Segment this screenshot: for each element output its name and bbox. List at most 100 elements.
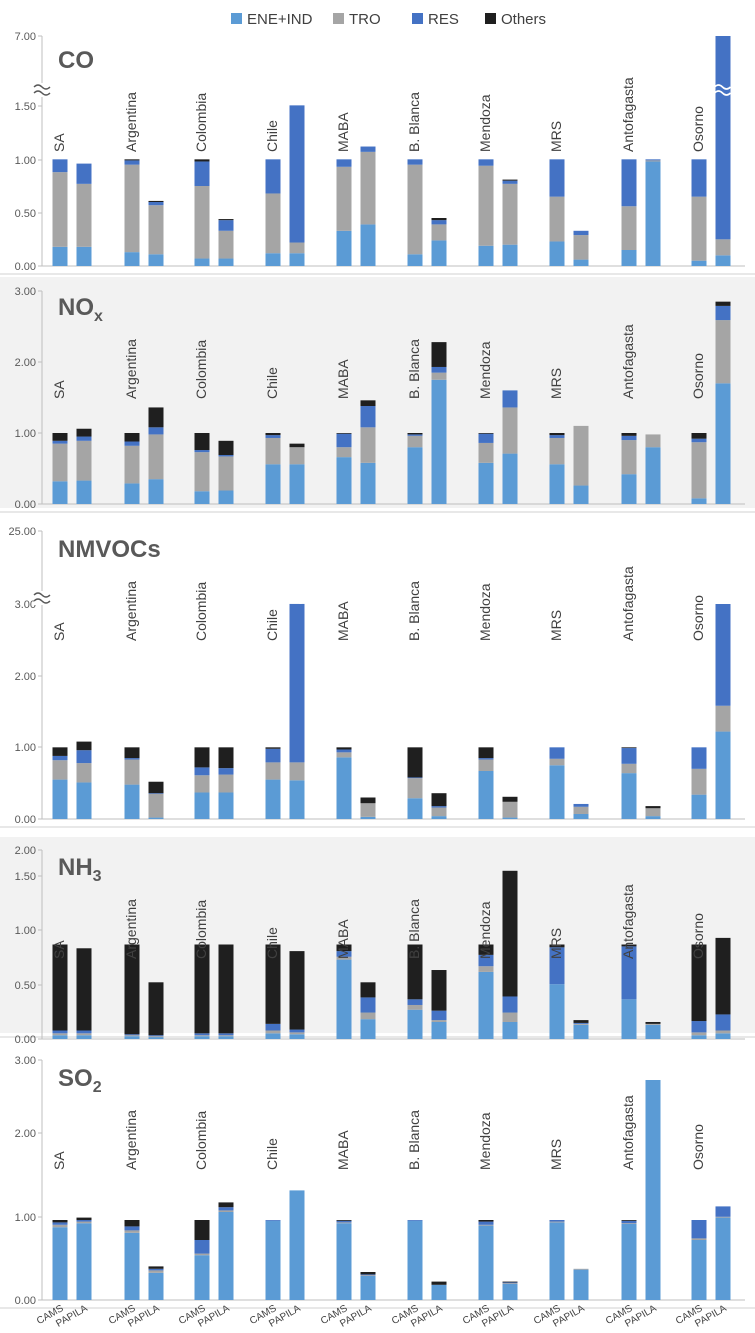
- category-label: Chile: [264, 367, 280, 399]
- bar-cams-sa-res: [52, 1030, 68, 1034]
- bar-cams-argentina-tro: [124, 164, 140, 253]
- y-tick-label: 0.50: [15, 208, 36, 220]
- bar-cams-argentina-eneind: [124, 784, 140, 819]
- bar-papila-osorno-eneind: [715, 383, 731, 504]
- bar-papila-maba-res: [360, 406, 376, 428]
- category-label: Antofagasta: [620, 324, 636, 399]
- y-tick-label: 0.50: [15, 980, 36, 992]
- bar-cams-chile-others: [265, 747, 281, 749]
- bar-cams-colombia-res: [194, 1240, 210, 1254]
- legend-swatch-0: [231, 13, 242, 24]
- y-tick-label: 1.00: [15, 1212, 36, 1224]
- bar-cams-chile-eneind: [265, 779, 281, 819]
- bar-cams-antofagasta-res: [621, 1220, 637, 1224]
- bar-cams-bblanca-res: [407, 434, 423, 436]
- bar-cams-sa-eneind: [52, 246, 68, 266]
- category-label: Antofagasta: [620, 77, 636, 152]
- bar-cams-colombia-others: [194, 944, 210, 1034]
- bar-cams-mendoza-res: [478, 758, 494, 760]
- bar-papila-chile-eneind: [289, 464, 305, 504]
- bar-cams-mrs-eneind: [549, 765, 565, 819]
- bar-cams-osorno-tro: [691, 1032, 707, 1036]
- legend-label-1: TRO: [349, 11, 381, 28]
- bar-cams-chile-res: [265, 435, 281, 438]
- bar-cams-chile-res: [265, 748, 281, 763]
- bar-break-squiggle: [287, 592, 306, 604]
- bar-cams-bblanca-tro: [407, 164, 423, 255]
- bar-papila-mendoza-res: [502, 180, 518, 184]
- y-tick-label: 2.00: [15, 357, 36, 369]
- panel-nmvocs: 0.00 1.00 2.00 3.00 25.00 NMVOCs SA Argentina Co…: [0, 526, 755, 828]
- bar-papila-sa-eneind: [76, 1035, 92, 1039]
- category-label: SA: [51, 940, 67, 959]
- category-label: Antofagasta: [620, 1095, 636, 1170]
- y-tick-label: 7.00: [15, 31, 36, 43]
- bar-papila-colombia-res: [218, 455, 234, 457]
- bar-cams-colombia-eneind: [194, 491, 210, 504]
- category-label: Colombia: [193, 900, 209, 959]
- bar-papila-argentina-res: [148, 1268, 164, 1271]
- bar-cams-chile-res: [265, 1220, 281, 1221]
- bar-break-squiggle: [287, 84, 306, 96]
- bar-papila-osorno-eneind: [715, 1033, 731, 1039]
- bar-cams-antofagasta-res: [621, 946, 637, 1000]
- panel-title: NMVOCs: [58, 536, 161, 563]
- bar-cams-sa-others: [52, 944, 68, 1031]
- bar-cams-osorno-res: [691, 1021, 707, 1033]
- bar-papila-bblanca-others: [431, 342, 447, 367]
- bar-papila-maba-tro: [360, 1012, 376, 1020]
- bar-papila-antofagasta-tro: [645, 434, 661, 448]
- panel-title-subscript: x: [94, 308, 103, 325]
- bar-cams-argentina-eneind: [124, 252, 140, 266]
- category-label: Mendoza: [477, 341, 493, 399]
- bar-papila-mendoza-eneind: [502, 817, 518, 819]
- bar-papila-chile-res: [289, 603, 305, 763]
- bar-cams-colombia-eneind: [194, 792, 210, 819]
- y-tick-label: 0.00: [15, 1034, 36, 1046]
- panel-title-subscript: 2: [93, 1079, 102, 1096]
- bar-cams-maba-others: [336, 944, 352, 952]
- bar-cams-colombia-res: [194, 767, 210, 776]
- bar-cams-antofagasta-others: [621, 747, 637, 749]
- bar-cams-antofagasta-others: [621, 433, 637, 436]
- bar-papila-maba-eneind: [360, 462, 376, 504]
- bar-cams-maba-tro: [336, 1222, 352, 1224]
- legend-swatch-2: [412, 13, 423, 24]
- bar-cams-bblanca-others: [407, 747, 423, 778]
- bar-cams-mendoza-eneind: [478, 462, 494, 504]
- bar-papila-mendoza-tro: [502, 1012, 518, 1022]
- bar-cams-sa-tro: [52, 1224, 68, 1228]
- category-label: SA: [51, 1151, 67, 1170]
- panel-title: SO2: [58, 1065, 102, 1096]
- y-tick-label: 2.00: [15, 1128, 36, 1140]
- bar-cams-bblanca-eneind: [407, 798, 423, 819]
- bar-papila-osorno-tro: [715, 1030, 731, 1034]
- category-label: Osorno: [690, 353, 706, 399]
- bar-papila-sa-tro: [76, 440, 92, 481]
- bar-papila-mrs-tro: [573, 1268, 589, 1270]
- bar-cams-bblanca-tro: [407, 778, 423, 799]
- bar-cams-argentina-others: [124, 747, 140, 759]
- bar-papila-maba-res: [360, 997, 376, 1013]
- bar-papila-colombia-tro: [218, 230, 234, 259]
- bar-cams-colombia-tro: [194, 452, 210, 492]
- bar-papila-argentina-tro: [148, 205, 164, 255]
- category-label: B. Blanca: [406, 899, 422, 959]
- bar-papila-mendoza-eneind: [502, 1284, 518, 1300]
- bar-cams-antofagasta-eneind: [621, 999, 637, 1039]
- category-label: Osorno: [690, 595, 706, 641]
- category-label: SA: [51, 380, 67, 399]
- bar-papila-bblanca-res: [431, 220, 447, 225]
- bar-cams-argentina-others: [124, 1220, 140, 1227]
- bar-cams-bblanca-res: [407, 1220, 423, 1221]
- y-tick-label: 2.00: [15, 671, 36, 683]
- y-tick-label: 1.00: [15, 742, 36, 754]
- bar-papila-antofagasta-tro: [645, 160, 661, 162]
- category-label: Antofagasta: [620, 566, 636, 641]
- bar-papila-sa-res: [76, 1220, 92, 1222]
- bar-cams-argentina-others: [124, 433, 140, 442]
- bar-papila-mendoza-others: [502, 179, 518, 181]
- bar-cams-argentina-res: [124, 1226, 140, 1231]
- bar-papila-bblanca-others: [431, 1281, 447, 1285]
